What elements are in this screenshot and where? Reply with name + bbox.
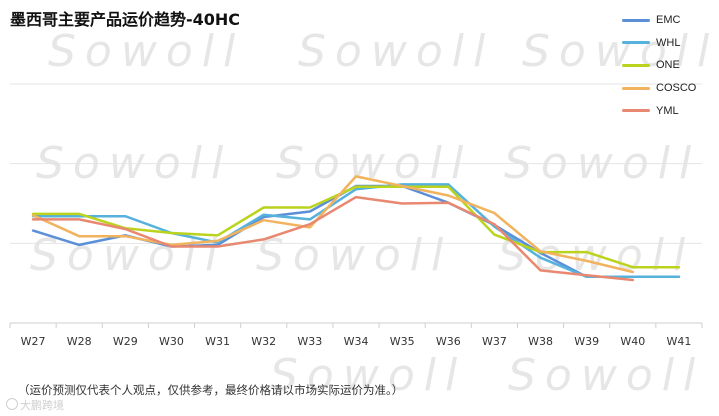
legend-label-whl: WHL xyxy=(656,36,681,49)
x-tick-label: W31 xyxy=(205,335,230,348)
x-tick-label: W34 xyxy=(344,335,369,348)
x-tick-label: W35 xyxy=(390,335,415,348)
brand-logo: 大鹏跨境 xyxy=(6,397,64,413)
x-tick-label: W38 xyxy=(528,335,553,348)
legend-swatch-whl xyxy=(622,41,650,45)
series-line-one xyxy=(31,185,681,269)
series-line-yml xyxy=(31,195,635,282)
brand-logo-icon xyxy=(6,398,18,410)
legend-label-yml: YML xyxy=(656,104,679,117)
x-tick-label: W33 xyxy=(297,335,322,348)
x-tick-label: W40 xyxy=(620,335,645,348)
x-tick-label: W29 xyxy=(113,335,138,348)
series-lines xyxy=(31,175,681,282)
legend-label-one: ONE xyxy=(656,59,680,72)
legend-swatch-one xyxy=(622,63,650,67)
legend-label-emc: EMC xyxy=(656,14,681,27)
x-tick-label: W36 xyxy=(436,335,461,348)
watermark-text: Sowoll xyxy=(256,230,452,281)
legend-swatch-yml xyxy=(622,109,650,113)
legend-item-emc[interactable]: EMC xyxy=(622,9,696,32)
x-tick-label: W32 xyxy=(251,335,276,348)
legend-label-cosco: COSCO xyxy=(656,82,697,95)
brand-text: 大鹏跨境 xyxy=(20,399,64,412)
x-axis: W27 W28 W29 W30 W31 W32 W33 W34 W35 W36 W37 W38 W39 W… xyxy=(9,323,703,348)
watermark-text: Sowoll xyxy=(498,230,694,281)
legend[interactable]: EMC WHL ONE COSCO YML xyxy=(622,9,696,122)
watermark-text: Sowoll xyxy=(298,26,494,77)
footnote: （运价预测仅代表个人观点，仅供参考，最终价格请以市场实际运价为准。） xyxy=(18,383,404,397)
x-tick-label: W28 xyxy=(67,335,92,348)
gridlines xyxy=(10,83,702,324)
x-tick-label: W27 xyxy=(21,335,46,348)
series-line-cosco xyxy=(31,175,635,274)
legend-swatch-cosco xyxy=(622,86,650,90)
chart-title: 墨西哥主要产品运价趋势-40HC xyxy=(10,10,241,29)
x-tick-label: W30 xyxy=(159,335,184,348)
legend-item-yml[interactable]: YML xyxy=(622,99,696,122)
watermark-text: Sowoll xyxy=(270,350,466,401)
watermark-text: Sowoll xyxy=(48,26,244,77)
series-line-whl xyxy=(31,183,681,279)
x-tick-label: W41 xyxy=(666,335,691,348)
legend-swatch-emc xyxy=(622,18,650,22)
x-tick-label: W39 xyxy=(574,335,599,348)
x-tick-label: W37 xyxy=(482,335,507,348)
legend-item-whl[interactable]: WHL xyxy=(622,32,696,55)
watermark-text: Sowoll xyxy=(522,26,718,77)
legend-item-one[interactable]: ONE xyxy=(622,54,696,77)
legend-item-cosco[interactable]: COSCO xyxy=(622,77,696,100)
watermark-text: Sowoll xyxy=(508,350,704,401)
